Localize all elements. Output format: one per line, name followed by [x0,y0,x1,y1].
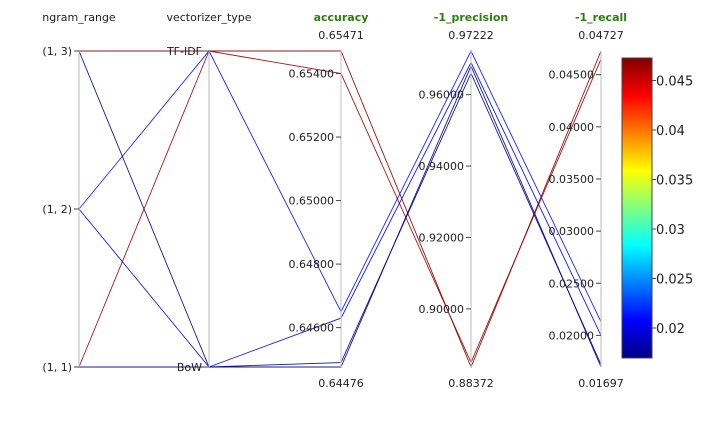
tick-label: 0.03000 [549,225,595,238]
data-line [78,50,602,368]
axis-title-ngram_range: ngram_range [42,11,116,24]
axis-title-accuracy: accuracy [314,11,369,24]
range-min-label: 0.64476 [318,377,364,390]
data-lines [78,49,602,369]
data-line [79,72,602,368]
range-min-label: 0.01697 [578,377,624,390]
tick-label: (1, 2) [42,203,72,216]
tick-label: 0.90000 [419,303,465,316]
tick-label: 0.04500 [549,69,595,82]
data-line [78,50,602,368]
tick-label: 0.94000 [419,160,465,173]
tick-label: 0.65000 [289,195,335,208]
axis-title-precision: -1_precision [434,11,508,24]
colorbar-gradient [621,57,653,359]
colorbar-tick-label: 0.02 [656,322,685,337]
tick-label: 0.04000 [549,121,595,134]
data-line [78,61,602,368]
tick-label: 0.02000 [549,329,595,342]
tick-label: 0.64600 [289,322,335,335]
colorbar-tick-label: 0.03 [656,223,685,238]
tick-label: 0.65400 [289,68,335,81]
range-max-label: 0.65471 [318,29,364,42]
colorbar-tick-label: 0.035 [656,173,693,188]
tick-label: 0.03500 [549,173,595,186]
range-min-label: 0.88372 [448,377,494,390]
tick-label: (1, 3) [42,45,72,58]
tick-label: 0.65200 [289,131,335,144]
axis-title-vectorizer_type: vectorizer_type [166,11,251,24]
colorbar-tick-label: 0.04 [656,124,685,139]
colorbar-tick-label: 0.025 [656,272,693,287]
tick-label: (1, 1) [42,361,72,374]
tick-label: 0.02500 [549,277,595,290]
axes: ngram_range (1, 1) (1, 2) (1, 3) vectorizer_… [42,11,627,390]
axis-title-recall: -1_recall [575,11,627,24]
range-max-label: 0.97222 [448,29,494,42]
tick-label: 0.92000 [419,231,465,244]
data-line [79,50,602,369]
tick-label: 0.96000 [419,89,465,102]
tick-label: 0.64800 [289,258,335,271]
range-max-label: 0.04727 [578,29,624,42]
tick-label: BoW [177,361,202,374]
tick-label: TF-IDF [166,45,202,58]
colorbar-tick-label: 0.045 [656,74,693,89]
colorbar: 0.02 0.025 0.03 0.035 0.04 0.045 [621,57,693,359]
